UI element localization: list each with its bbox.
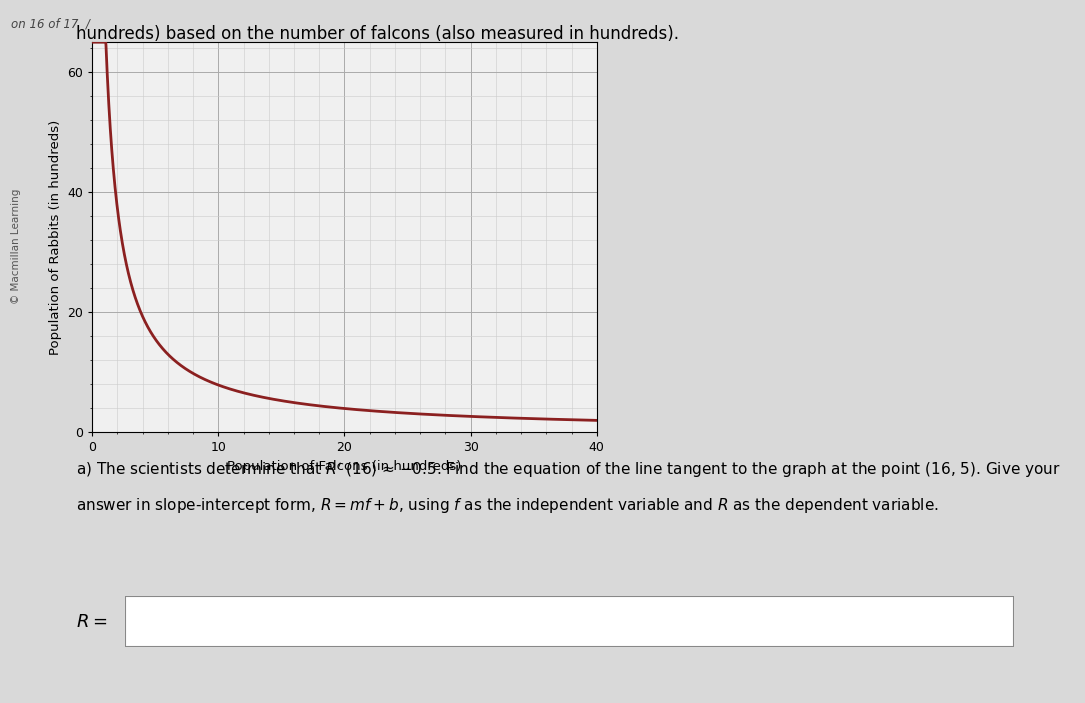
Text: answer in slope-intercept form, $R = mf + b$, using $f$ as the independent varia: answer in slope-intercept form, $R = mf … (76, 496, 939, 515)
Text: on 16 of 17  /: on 16 of 17 / (11, 18, 90, 30)
Text: $R=$: $R=$ (76, 613, 107, 631)
Text: © Macmillan Learning: © Macmillan Learning (11, 188, 22, 304)
X-axis label: Population of Falcons (in hundreds): Population of Falcons (in hundreds) (227, 460, 462, 473)
Text: a) The scientists determine that $R^{\prime}$ (16) ≈ −0.5. Find the equation of : a) The scientists determine that $R^{\pr… (76, 460, 1061, 480)
Text: hundreds) based on the number of falcons (also measured in hundreds).: hundreds) based on the number of falcons… (76, 25, 679, 43)
Y-axis label: Population of Rabbits (in hundreds): Population of Rabbits (in hundreds) (49, 120, 62, 355)
